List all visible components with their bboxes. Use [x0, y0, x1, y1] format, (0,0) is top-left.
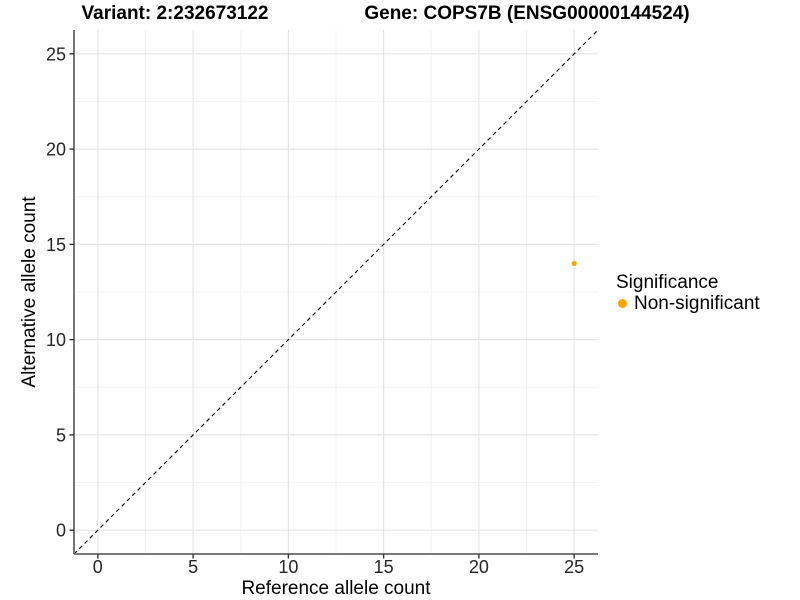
x-tick-label: 25: [564, 557, 584, 577]
data-point: [571, 260, 577, 267]
y-tick-label: 25: [46, 44, 66, 64]
legend-items: Non-significant: [616, 293, 760, 314]
x-axis-title: Reference allele count: [241, 578, 431, 599]
x-tick-label: 20: [469, 557, 489, 577]
y-tick-label: 10: [46, 330, 66, 350]
variant-title: Variant: 2:232673122: [81, 3, 269, 24]
x-tick-label: 5: [188, 557, 198, 577]
y-tick-label: 0: [56, 521, 66, 541]
x-tick-label: 10: [278, 557, 298, 577]
identity-reference-line: [73, 29, 599, 555]
legend-item-label: Non-significant: [634, 292, 760, 314]
x-tick-label: 15: [374, 557, 394, 577]
y-tick-label: 5: [56, 425, 66, 445]
y-tick-label: 15: [46, 235, 66, 255]
legend-title: Significance: [616, 272, 719, 293]
y-tick-label: 20: [46, 140, 66, 160]
y-axis-title: Alternative allele count: [19, 196, 40, 388]
legend-item: Non-significant: [616, 293, 760, 314]
x-tick-label: 0: [93, 557, 103, 577]
legend: Significance Non-significant: [616, 272, 760, 314]
gene-title: Gene: COPS7B (ENSG00000144524): [364, 3, 690, 24]
legend-point-swatch: [618, 299, 627, 308]
